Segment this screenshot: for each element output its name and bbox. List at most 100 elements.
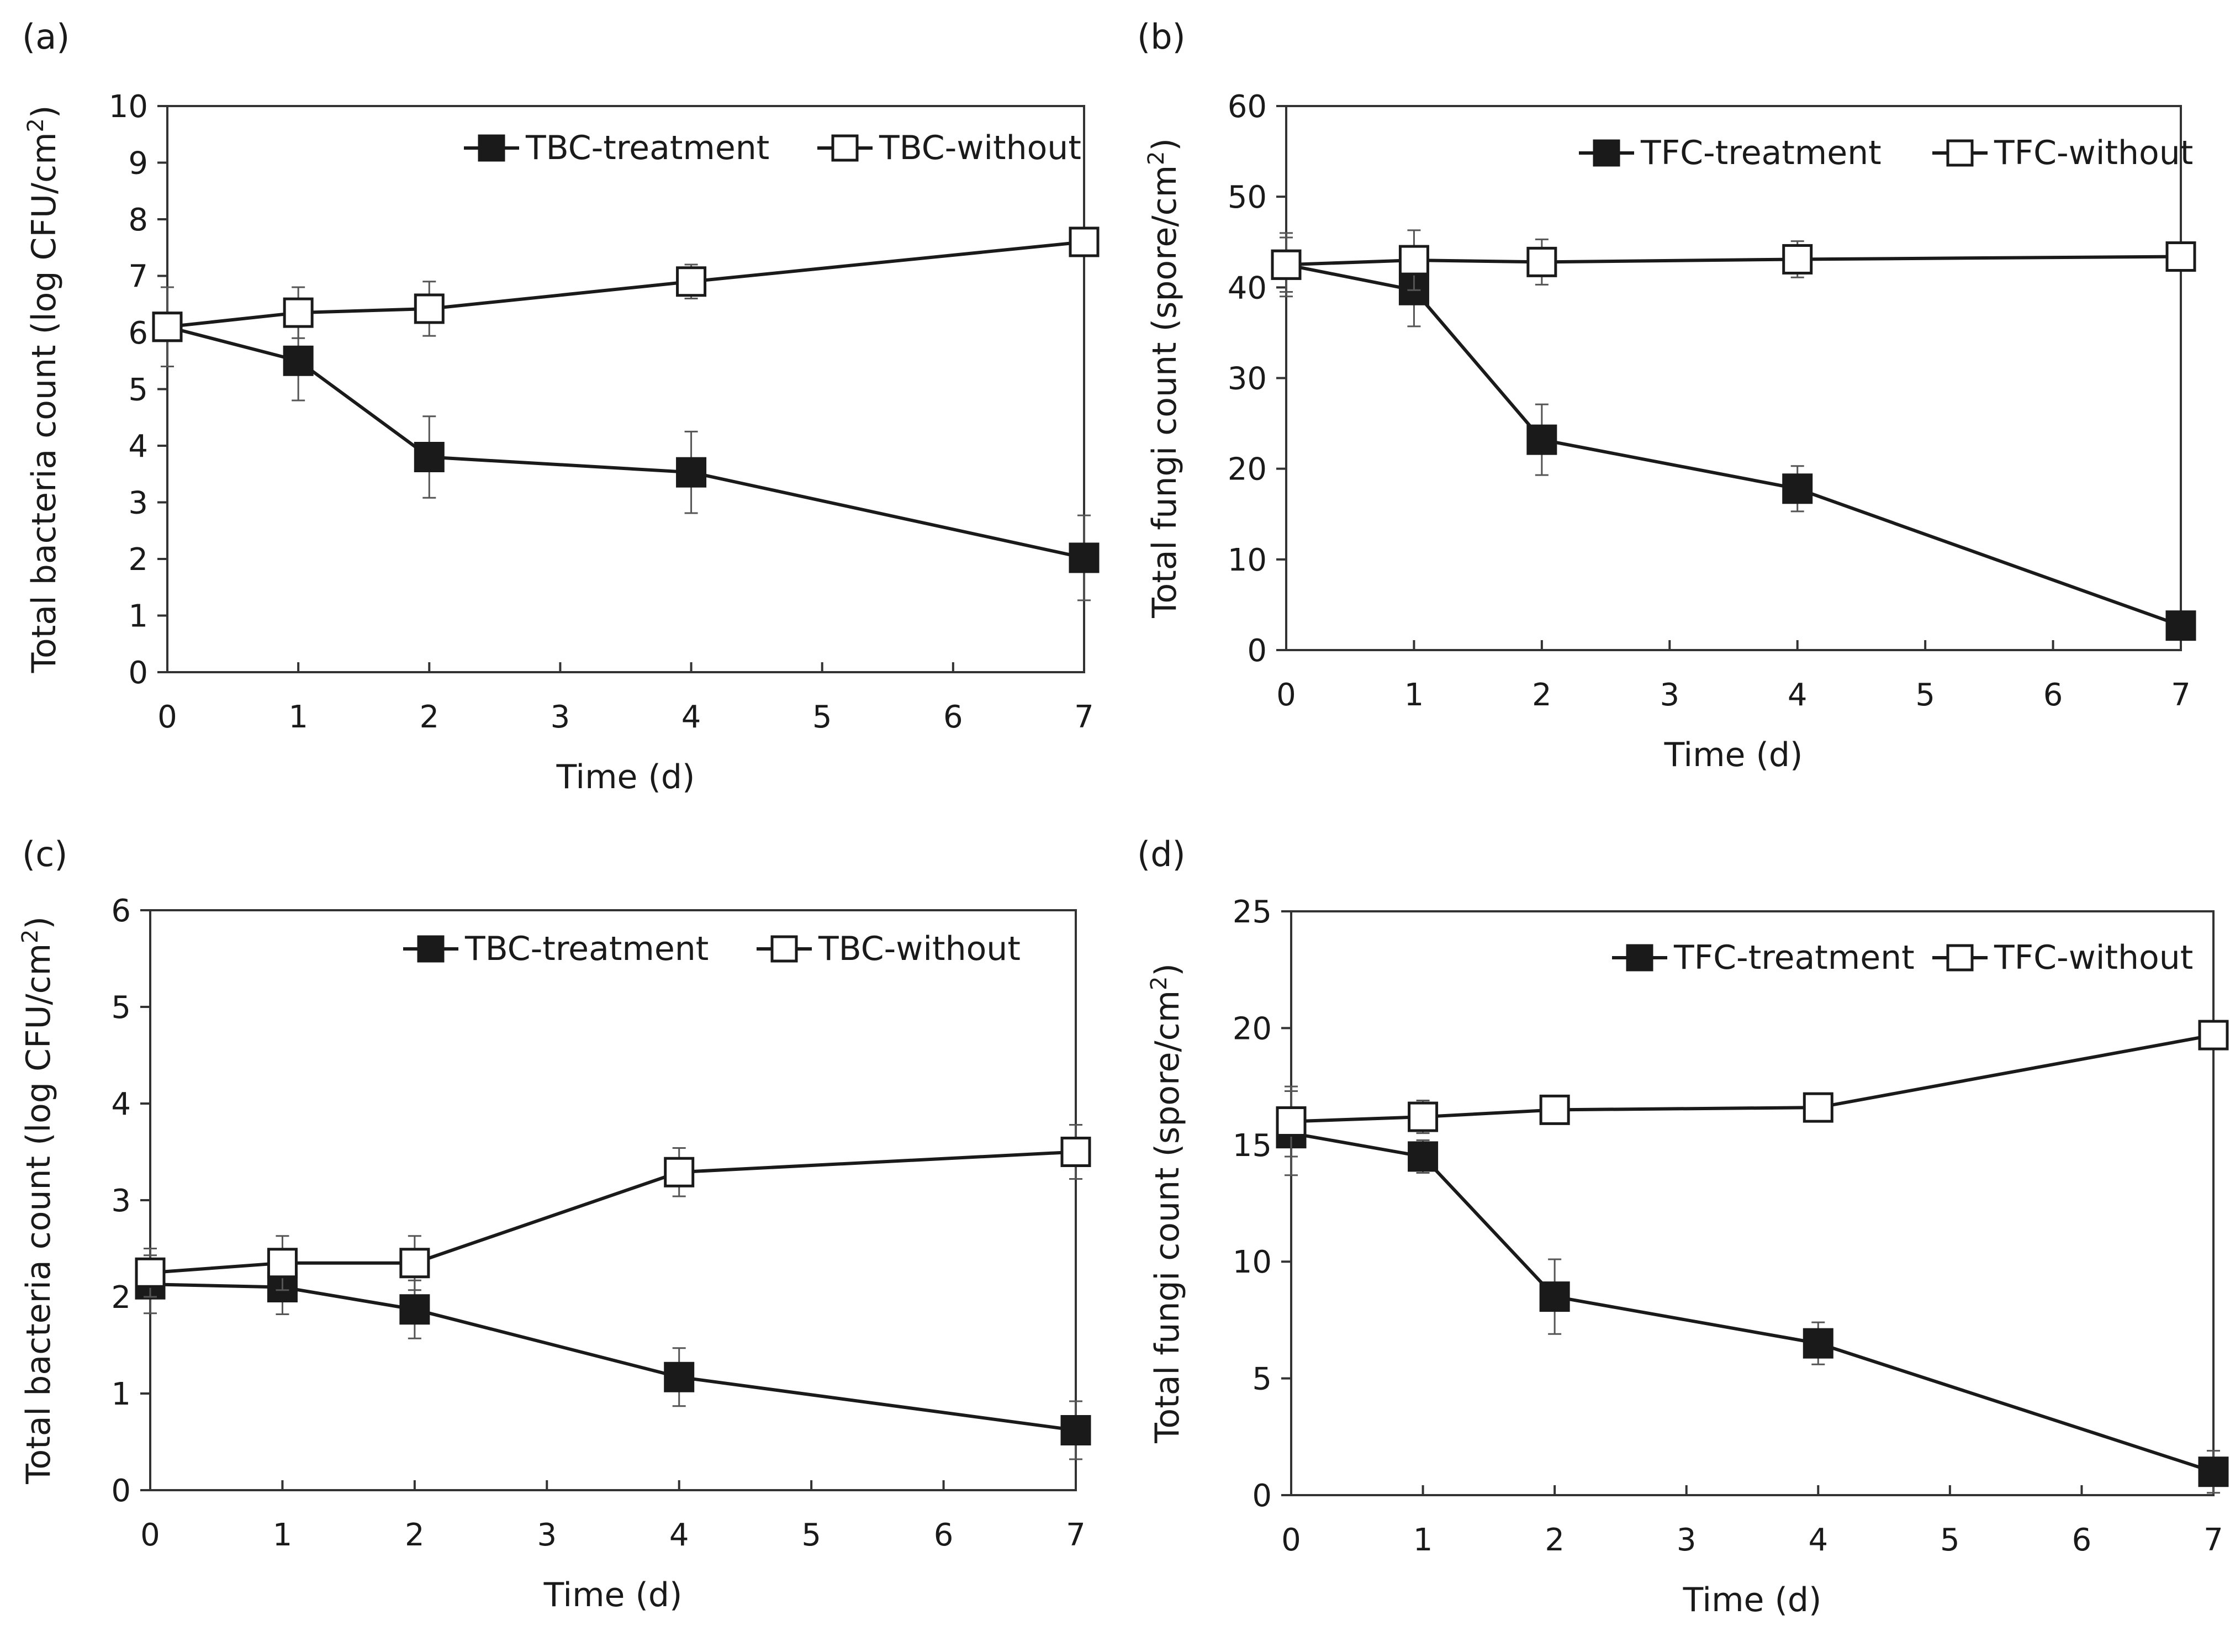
- data-point: [2198, 1456, 2229, 1487]
- series-line: [1291, 1131, 2214, 1474]
- y-tick-label: 15: [1233, 1128, 1272, 1164]
- y-tick-label: 20: [1233, 1011, 1272, 1047]
- data-point: [1782, 244, 1813, 275]
- x-tick-label: 2: [1545, 1522, 1565, 1558]
- legend: TFC-treatment TFC-without: [1579, 134, 2193, 172]
- data-point: [1069, 542, 1100, 573]
- y-tick-label: 1: [111, 1376, 131, 1412]
- x-tick-label: 0: [1281, 1522, 1301, 1558]
- legend: TBC-treatment TBC-without: [403, 930, 1021, 968]
- x-tick-label: 5: [801, 1517, 821, 1553]
- data-point: [1526, 424, 1557, 455]
- series-line: [150, 1282, 1076, 1432]
- y-tick-label: 50: [1228, 180, 1267, 215]
- y-tick-label: 6: [128, 315, 148, 351]
- y-tick-label: 0: [128, 655, 148, 691]
- y-tick-label: 10: [109, 89, 148, 125]
- y-tick-label: 20: [1228, 452, 1267, 488]
- data-point: [1803, 1328, 1833, 1359]
- y-axis-title: Total bacteria count (log CFU/cm2): [18, 916, 58, 1485]
- y-tick-label: 5: [111, 990, 131, 1026]
- panel-label: (b): [1137, 17, 1186, 57]
- y-tick-label: 60: [1228, 89, 1267, 125]
- x-axis-title: Time (d): [1683, 1581, 1822, 1619]
- x-tick-label: 0: [1276, 677, 1296, 713]
- y-tick-label: 2: [128, 542, 148, 578]
- data-point: [283, 345, 314, 376]
- series-TFC-treatment: [1276, 1090, 2229, 1494]
- data-point: [135, 1257, 166, 1288]
- y-tick-label: 10: [1233, 1244, 1272, 1280]
- data-point: [1408, 1101, 1439, 1132]
- y-tick-label: 25: [1233, 894, 1272, 930]
- x-axis-title: Time (d): [543, 1576, 683, 1614]
- x-tick-label: 7: [2203, 1522, 2223, 1558]
- plot-frame: [1285, 105, 2182, 651]
- series-TBC-without: [152, 226, 1100, 367]
- legend-label: TFC-treatment: [1640, 134, 1882, 172]
- y-tick-label: 4: [111, 1086, 131, 1122]
- panel-a: (a) 0 1 2 3 4 5 6 7 8 9 10 0 1 2 3 4 5 6 7 Time (d) Total bac…: [0, 0, 1115, 817]
- data-point: [2165, 610, 2196, 641]
- x-tick-label: 3: [551, 699, 570, 735]
- legend-marker: [478, 134, 505, 162]
- y-tick-label: 2: [111, 1280, 131, 1316]
- x-tick-label: 2: [419, 699, 439, 735]
- legend-label: TFC-treatment: [1673, 938, 1915, 977]
- x-tick-label: 6: [2072, 1522, 2092, 1558]
- data-point: [1539, 1281, 1570, 1312]
- x-tick-label: 1: [288, 699, 308, 735]
- legend-label: TBC-treatment: [525, 129, 769, 167]
- x-tick-label: 3: [1660, 677, 1679, 713]
- x-tick-label: 5: [1915, 677, 1935, 713]
- y-tick-label: 0: [1247, 633, 1267, 669]
- y-axis-title: Total bacteria count (log CFU/cm2): [23, 105, 64, 674]
- chart-d-svg: (d) 0 5 10 15 20 25 0 1 2 3 4 5 6 7 Time (d) Total fungi…: [1137, 834, 2229, 1619]
- y-tick-label: 6: [111, 893, 131, 929]
- legend-marker: [1946, 944, 1974, 972]
- x-tick-label: 5: [1940, 1522, 1960, 1558]
- series-line: [1286, 263, 2182, 627]
- plot-frame: [166, 105, 1085, 673]
- x-tick-label: 0: [157, 699, 177, 735]
- legend-marker: [770, 935, 798, 963]
- panel-c: (c) 0 1 2 3 4 5 6 0 1 2 3 4 5 6 7 Time (d) Total bacteria…: [0, 817, 1115, 1650]
- data-point: [1408, 1141, 1439, 1172]
- x-axis-title: Time (d): [1664, 736, 1803, 774]
- legend-marker: [1626, 944, 1653, 972]
- data-point: [1069, 226, 1100, 257]
- data-point: [414, 293, 445, 324]
- data-point: [676, 266, 707, 297]
- x-tick-label: 1: [1413, 1522, 1433, 1558]
- legend-marker: [1946, 139, 1974, 167]
- y-tick-label: 0: [1252, 1478, 1272, 1514]
- y-tick-label: 4: [128, 429, 148, 465]
- legend-marker: [831, 134, 859, 162]
- data-point: [1539, 1094, 1570, 1125]
- y-tick-label: 0: [111, 1473, 131, 1509]
- legend-label: TFC-without: [1994, 134, 2193, 172]
- data-point: [414, 442, 445, 472]
- x-tick-label: 7: [1074, 699, 1094, 735]
- panel-d: (d) 0 5 10 15 20 25 0 1 2 3 4 5 6 7 Time (d) Total fungi…: [1115, 817, 2230, 1650]
- x-tick-label: 0: [140, 1517, 160, 1553]
- panel-label: (d): [1137, 834, 1186, 874]
- data-point: [664, 1361, 695, 1392]
- legend: TBC-treatment TBC-without: [464, 129, 1081, 167]
- data-point: [1271, 249, 1302, 280]
- x-tick-label: 5: [812, 699, 832, 735]
- x-tick-label: 6: [2043, 677, 2063, 713]
- data-point: [399, 1248, 430, 1279]
- x-tick-label: 1: [1404, 677, 1424, 713]
- data-point: [267, 1248, 298, 1279]
- x-tick-label: 6: [943, 699, 963, 735]
- data-point: [1060, 1137, 1091, 1167]
- legend-label: TFC-without: [1994, 938, 2193, 977]
- panel-label: (a): [22, 17, 70, 57]
- x-tick-label: 4: [669, 1517, 689, 1553]
- y-axis-title: Total fungi count (spore/cm2): [1144, 138, 1184, 619]
- data-point: [152, 312, 183, 342]
- y-tick-label: 40: [1228, 270, 1267, 306]
- series-TFC-without: [1271, 229, 2196, 298]
- x-tick-label: 2: [405, 1517, 425, 1553]
